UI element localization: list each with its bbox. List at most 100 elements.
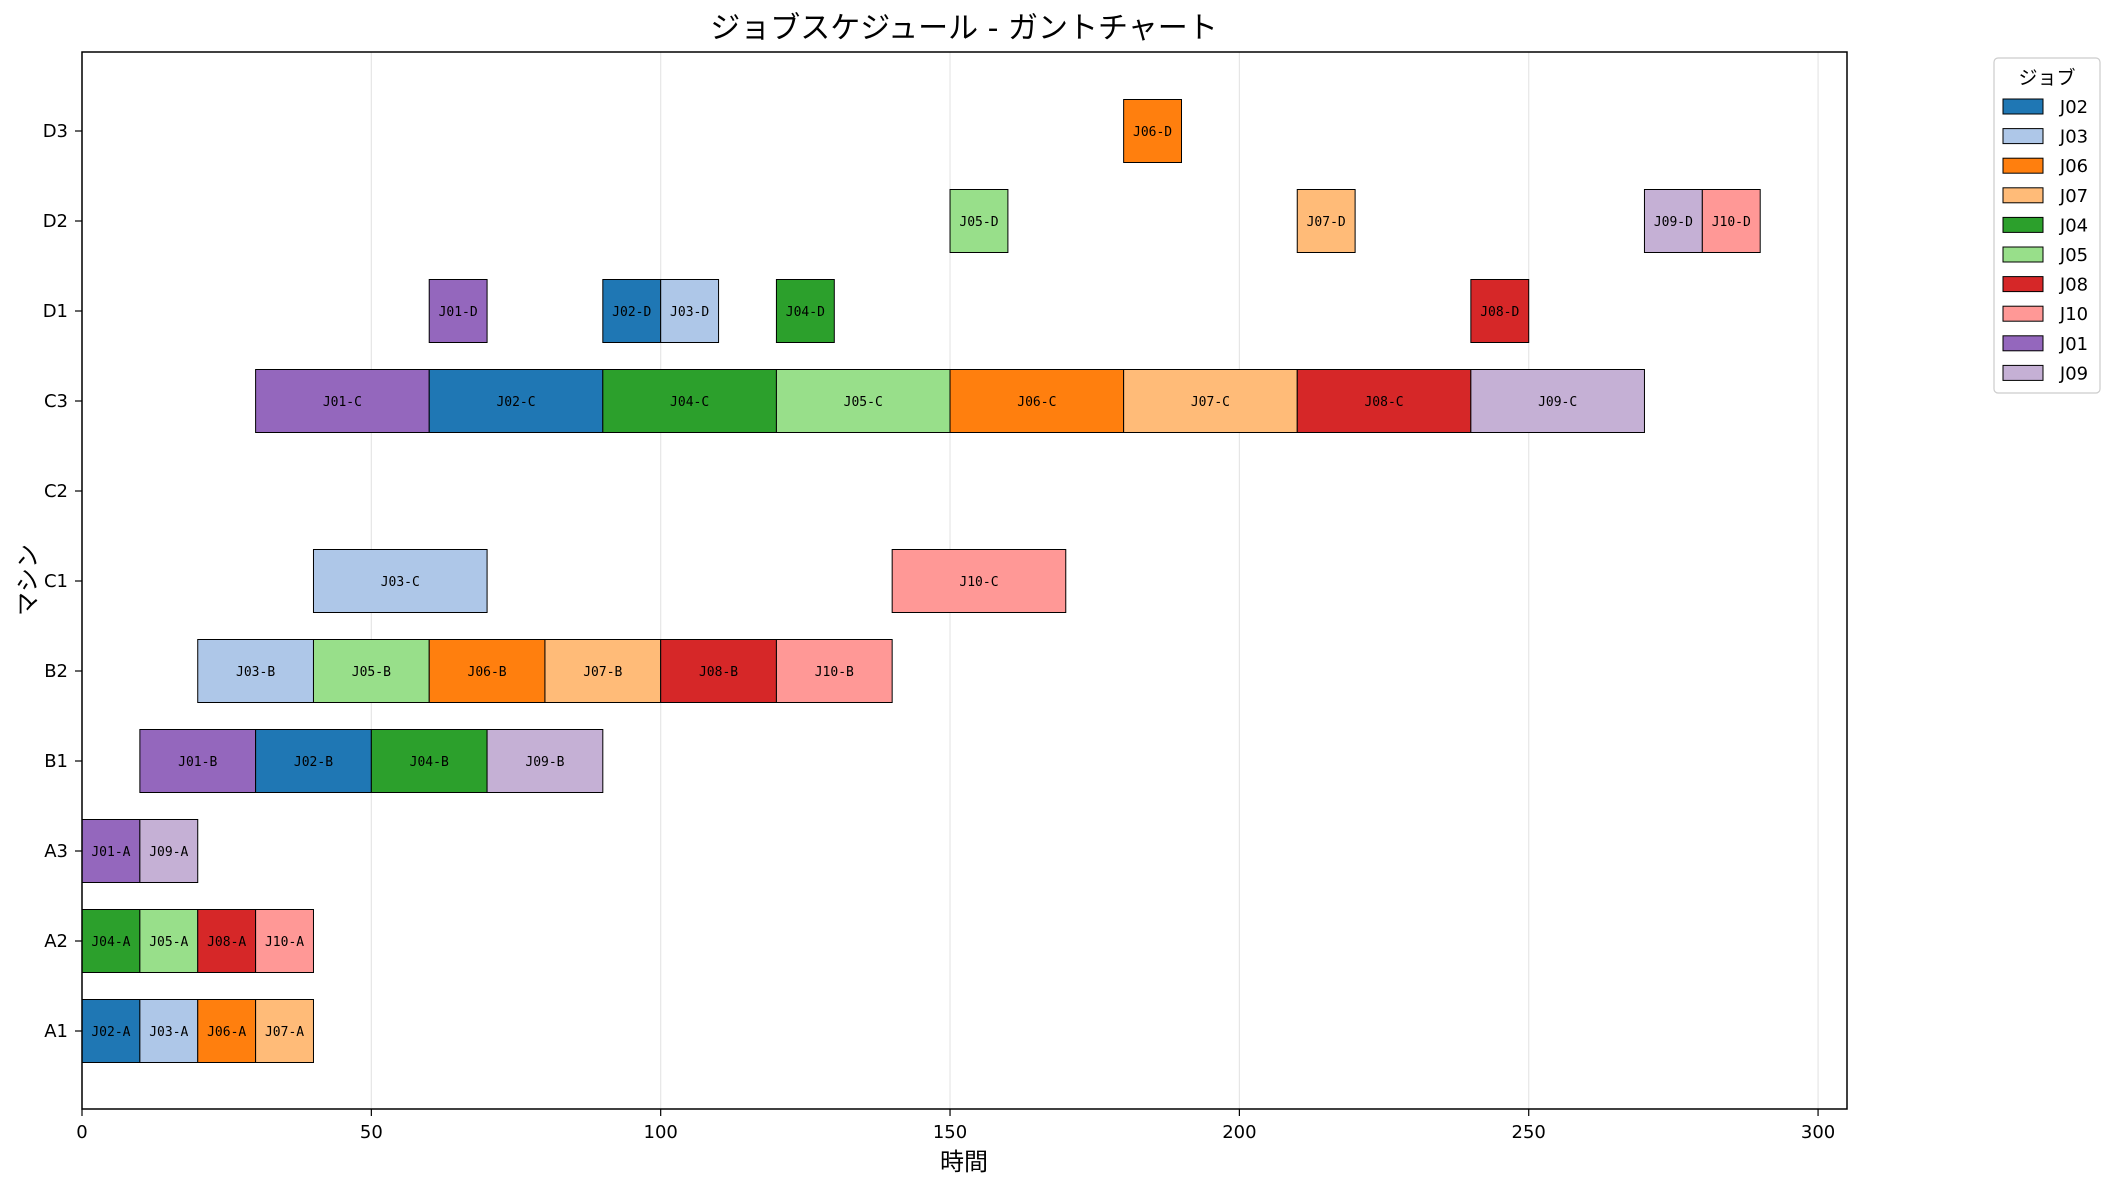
legend-swatch: [2002, 246, 2044, 263]
task-bar-label: J04-A: [91, 935, 130, 950]
task-bar-label: J09-C: [1538, 395, 1577, 410]
task-bar: [428, 279, 488, 343]
task-bar: [775, 279, 835, 343]
legend-swatch: [2002, 157, 2044, 174]
y-tick-label: A1: [44, 1021, 68, 1042]
legend-label: J07: [2059, 186, 2088, 207]
task-bar-label: J02-B: [294, 755, 333, 770]
legend-swatch: [2002, 98, 2044, 115]
y-tick-label: B1: [44, 751, 68, 772]
legend-swatch: [2002, 187, 2044, 204]
task-bar-label: J08-C: [1364, 395, 1403, 410]
task-bar: [255, 729, 372, 793]
task-bar-label: J04-B: [410, 755, 449, 770]
y-tick-label: C3: [44, 391, 68, 412]
task-bar-label: J02-D: [612, 305, 651, 320]
legend-label: J05: [2059, 245, 2088, 266]
task-bar: [1643, 189, 1703, 253]
task-bar: [255, 369, 430, 433]
y-tick-label: C1: [44, 571, 68, 592]
task-bar: [775, 639, 893, 703]
task-bar: [255, 999, 314, 1063]
task-bar: [1470, 369, 1645, 433]
task-bar: [81, 909, 141, 973]
task-bar-label: J07-B: [583, 665, 622, 680]
task-bar: [949, 369, 1125, 433]
legend-label: J01: [2059, 334, 2088, 355]
task-bar-label: J03-A: [149, 1025, 188, 1040]
task-bar: [1296, 369, 1472, 433]
task-bar: [602, 369, 777, 433]
task-bar: [1123, 99, 1183, 163]
chart-title: ジョブスケジュール - ガントチャート: [710, 11, 1218, 46]
task-bar: [370, 729, 488, 793]
y-tick-label: A3: [44, 841, 68, 862]
x-tick-label: 150: [933, 1122, 967, 1143]
x-tick-label: 0: [76, 1122, 87, 1143]
task-bar-label: J05-B: [352, 665, 391, 680]
task-bar: [312, 549, 488, 613]
x-tick-label: 50: [360, 1122, 383, 1143]
x-tick-label: 200: [1222, 1122, 1256, 1143]
task-bar-label: J01-D: [439, 305, 478, 320]
task-bar-label: J06-C: [1017, 395, 1056, 410]
y-tick-label: D1: [43, 301, 68, 322]
task-bar: [486, 729, 604, 793]
task-bar-label: J05-A: [149, 935, 188, 950]
legend: ジョブ J02 J03 J06 J07 J04 J05 J08 J10 J01 J09: [1993, 57, 2101, 394]
task-bar: [891, 549, 1067, 613]
legend-swatch: [2002, 364, 2044, 381]
task-bar: [428, 369, 604, 433]
x-axis-label: 時間: [940, 1148, 988, 1176]
task-bars: J02-A J03-A J06-A J07-A J04-A J05-A J08-A J10-A…: [81, 99, 1761, 1063]
x-tick-label: 300: [1801, 1122, 1835, 1143]
legend-label: J10: [2059, 304, 2088, 325]
task-bar-label: J10-D: [1712, 215, 1751, 230]
task-bar: [197, 999, 257, 1063]
task-bar-label: J10-B: [815, 665, 854, 680]
task-bar-label: J07-C: [1191, 395, 1230, 410]
legend-swatch: [2002, 305, 2044, 322]
task-bar-label: J06-B: [468, 665, 507, 680]
task-bar-label: J02-C: [496, 395, 535, 410]
legend-swatch: [2002, 128, 2044, 145]
legend-title: ジョブ: [2018, 66, 2075, 89]
legend-label: J02: [2059, 97, 2088, 118]
task-bar-label: J09-D: [1654, 215, 1693, 230]
legend-swatch: [2002, 216, 2044, 233]
task-bar: [139, 729, 257, 793]
legend-label: J09: [2059, 363, 2088, 384]
y-tick-label: C2: [44, 481, 68, 502]
task-bar-label: J08-B: [699, 665, 738, 680]
y-tick-label: D3: [43, 121, 68, 142]
task-bar-label: J06-A: [207, 1025, 246, 1040]
task-bar: [312, 639, 430, 703]
task-bar-label: J02-A: [91, 1025, 130, 1040]
x-axis-ticks: 0 50 100 150 200 250 300: [76, 1109, 1835, 1143]
y-axis-ticks: A1 A2 A3 B1 B2 C1 C2 C3 D1 D2 D3: [43, 121, 82, 1042]
task-bar-label: J09-A: [149, 845, 188, 860]
legend-swatch: [2002, 276, 2044, 293]
task-bar-label: J10-C: [959, 575, 998, 590]
task-bar: [255, 909, 314, 973]
task-bar: [197, 639, 314, 703]
task-bar: [949, 189, 1009, 253]
y-tick-label: B2: [44, 661, 68, 682]
legend-label: J08: [2059, 275, 2088, 296]
task-bar-label: J04-D: [786, 305, 825, 320]
legend-label: J03: [2059, 127, 2088, 148]
task-bar-label: J09-B: [525, 755, 564, 770]
task-bar-label: J08-D: [1480, 305, 1519, 320]
task-bar: [1701, 189, 1761, 253]
task-bar-label: J01-C: [323, 395, 362, 410]
task-bar-label: J01-B: [178, 755, 217, 770]
y-tick-label: A2: [44, 931, 68, 952]
task-bar-label: J08-A: [207, 935, 246, 950]
task-bar-label: J07-D: [1307, 215, 1346, 230]
task-bar: [139, 999, 199, 1063]
legend-label: J06: [2059, 156, 2088, 177]
task-bar: [660, 279, 720, 343]
task-bar: [139, 819, 199, 883]
task-bar-label: J01-A: [91, 845, 130, 860]
